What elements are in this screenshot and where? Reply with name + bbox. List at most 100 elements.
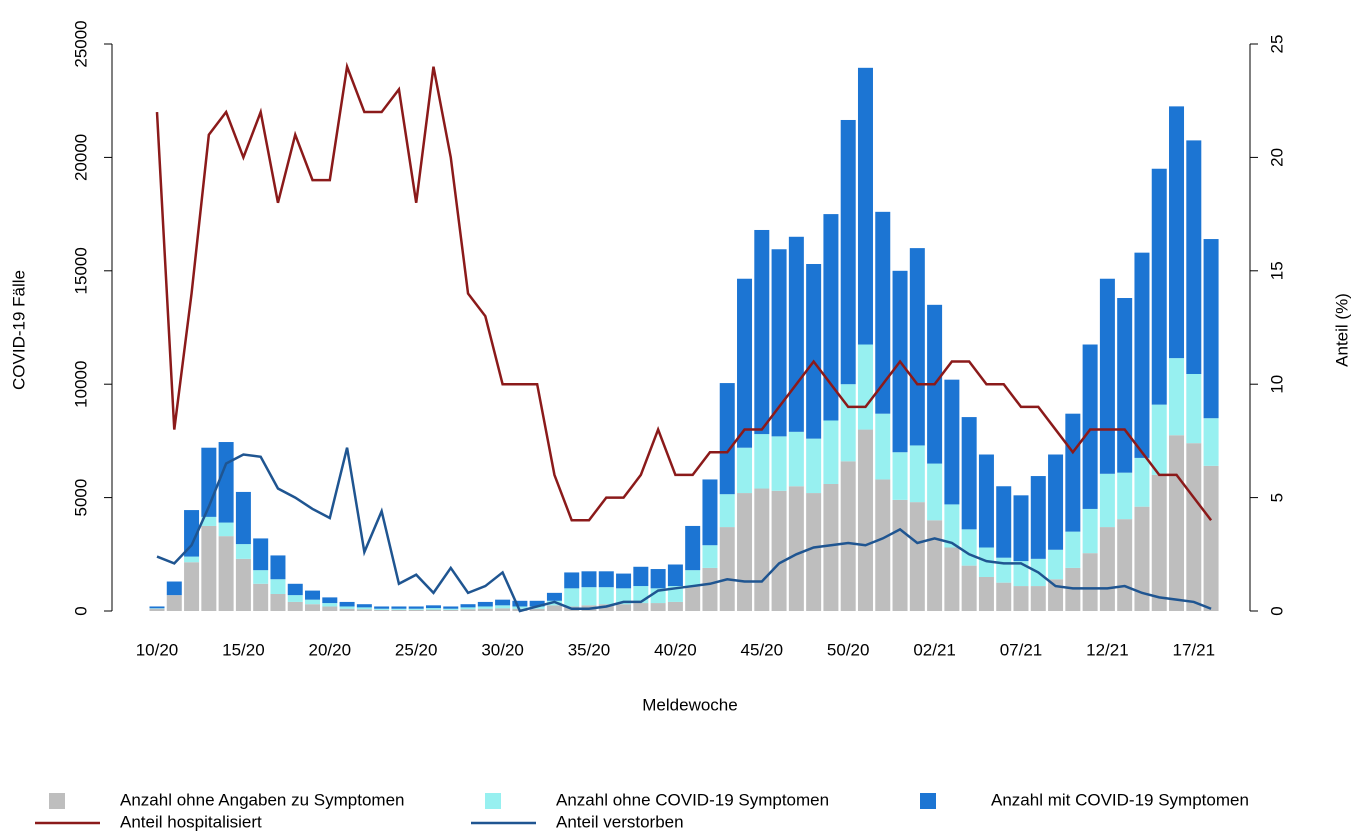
bar: [184, 562, 200, 611]
bar: [443, 606, 459, 609]
bar: [218, 536, 234, 611]
bar: [495, 605, 511, 609]
bar: [149, 606, 165, 609]
y2-tick-label: 20: [1267, 148, 1286, 167]
bar: [253, 570, 269, 584]
bar: [184, 510, 200, 557]
legend-swatch: [485, 793, 501, 809]
x-tick-label: 12/21: [1086, 640, 1129, 659]
bar: [1169, 358, 1185, 436]
bar: [339, 608, 355, 611]
bar: [408, 609, 424, 611]
y-axis-title: COVID-19 Fälle: [9, 270, 28, 390]
bar: [495, 608, 511, 611]
bar: [356, 604, 372, 608]
bar: [218, 522, 234, 537]
bar: [633, 603, 649, 611]
x-tick-label: 30/20: [481, 640, 524, 659]
bar: [978, 454, 994, 548]
bar: [737, 447, 753, 494]
bar: [201, 516, 217, 526]
bar: [253, 538, 269, 571]
bar: [667, 601, 683, 611]
bar: [408, 608, 424, 610]
bar: [443, 609, 459, 611]
bar: [1013, 495, 1029, 562]
bar: [737, 278, 753, 448]
bar: [322, 603, 338, 607]
bar: [1117, 519, 1133, 611]
bar: [1151, 474, 1167, 611]
bar: [374, 608, 390, 610]
bar: [927, 463, 943, 521]
bar: [1082, 508, 1098, 554]
x-tick-label: 15/20: [222, 640, 265, 659]
bar: [253, 583, 269, 611]
y-tick-label: 20000: [71, 134, 90, 181]
bar: [184, 556, 200, 563]
y2-tick-label: 5: [1267, 493, 1286, 502]
bar: [339, 606, 355, 609]
bar: [875, 479, 891, 611]
bar: [909, 445, 925, 503]
bar: [1030, 586, 1046, 611]
bar: [287, 595, 303, 602]
bar: [737, 493, 753, 611]
bar: [598, 571, 614, 588]
bar: [1134, 252, 1150, 458]
bar: [944, 379, 960, 505]
bar: [391, 606, 407, 609]
bar: [166, 581, 182, 596]
bar: [460, 609, 476, 611]
bar: [909, 502, 925, 611]
bar: [754, 229, 770, 435]
bar: [305, 590, 321, 600]
y-tick-label: 0: [71, 606, 90, 615]
y2-tick-label: 25: [1267, 35, 1286, 54]
bar: [685, 586, 701, 611]
bar: [1013, 586, 1029, 611]
bar: [823, 420, 839, 484]
bar: [667, 564, 683, 587]
bar: [754, 488, 770, 611]
bar: [719, 527, 735, 611]
bar: [529, 608, 545, 611]
bar: [823, 483, 839, 611]
bar: [1030, 476, 1046, 559]
bar: [1134, 506, 1150, 611]
bar: [356, 609, 372, 611]
bar: [685, 570, 701, 587]
bar: [875, 413, 891, 480]
bar: [771, 249, 787, 437]
bar: [806, 263, 822, 439]
bar: [616, 604, 632, 611]
bar: [857, 344, 873, 430]
bar: [1117, 298, 1133, 473]
bar: [650, 569, 666, 589]
bar: [201, 525, 217, 611]
bar: [892, 452, 908, 500]
x-tick-label: 20/20: [309, 640, 352, 659]
bar: [771, 490, 787, 611]
bar: [546, 605, 562, 611]
legend-swatch: [920, 793, 936, 809]
bar: [512, 606, 528, 609]
line: [155, 61, 1213, 522]
bar: [944, 547, 960, 611]
bar: [477, 608, 493, 611]
x-tick-label: 35/20: [568, 640, 611, 659]
bar: [875, 211, 891, 414]
bar: [719, 494, 735, 528]
bar: [1065, 531, 1081, 568]
bar: [616, 588, 632, 605]
bar: [961, 417, 977, 530]
bar: [339, 601, 355, 607]
bar: [477, 601, 493, 607]
bar: [287, 601, 303, 611]
bar: [892, 499, 908, 611]
bar: [1151, 168, 1167, 405]
x-tick-label: 45/20: [741, 640, 784, 659]
legend-label: Anteil verstorben: [556, 812, 684, 831]
x-tick-label: 10/20: [136, 640, 179, 659]
